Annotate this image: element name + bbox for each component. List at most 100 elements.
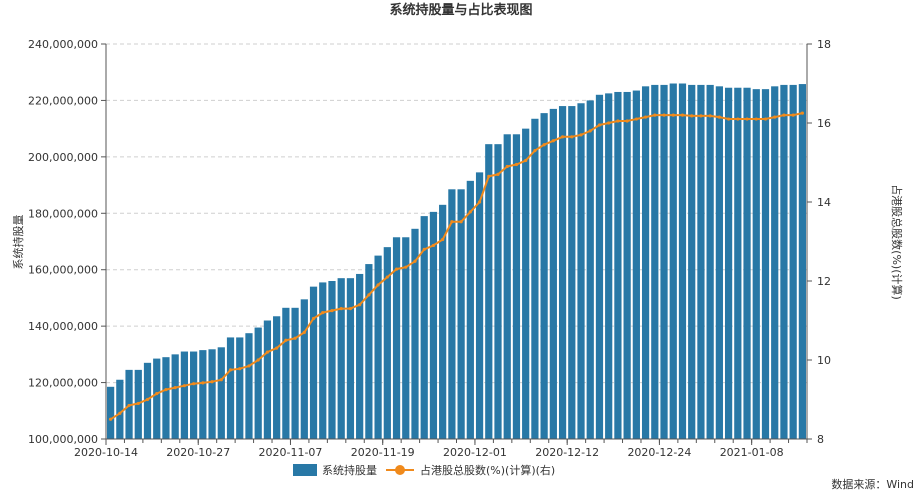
bar [734, 87, 742, 439]
bar [190, 351, 198, 439]
bar [392, 237, 401, 439]
line-point [431, 243, 436, 248]
line-point [763, 117, 768, 121]
line-point [404, 265, 408, 269]
bar [651, 84, 659, 440]
bar [669, 83, 677, 439]
line-point [219, 378, 223, 382]
bar [429, 211, 438, 439]
line-point [302, 330, 306, 334]
line-point [109, 417, 113, 421]
line-point [459, 220, 463, 224]
line-point [477, 200, 482, 204]
bar [448, 189, 456, 439]
line-point [699, 114, 703, 118]
bar [761, 89, 770, 440]
bar [558, 106, 567, 440]
bar [494, 144, 502, 440]
line-point [643, 115, 648, 119]
left-tick-label: 160,000,000 [28, 264, 98, 277]
bar [457, 189, 465, 439]
x-tick-label: 2020-12-24 [627, 446, 691, 459]
x-tick-label: 2021-01-08 [720, 446, 784, 459]
bar [319, 282, 327, 439]
bar [577, 103, 585, 439]
bar [798, 84, 806, 440]
bar [540, 113, 548, 439]
left-tick-label: 120,000,000 [28, 377, 98, 390]
left-tick-label: 140,000,000 [28, 320, 98, 333]
bar [107, 386, 115, 439]
line-point [662, 113, 666, 117]
bar [356, 273, 364, 439]
line-point [671, 113, 675, 117]
line-point [533, 149, 537, 153]
line-point [773, 115, 777, 119]
line-point [394, 267, 399, 271]
legend-label-line: 占港股总股数(%)(计算)(右) [420, 463, 555, 477]
bar [688, 84, 696, 440]
legend-marker-line [395, 465, 405, 475]
bar [439, 204, 447, 439]
line-point [791, 113, 795, 117]
line-point [487, 174, 491, 178]
right-tick-label: 18 [817, 38, 831, 51]
line-point [127, 403, 131, 408]
bar [171, 354, 179, 439]
bar [715, 86, 723, 440]
legend: 系统持股量 占港股总股数(%)(计算)(右) [293, 463, 555, 477]
line-point [680, 113, 685, 117]
line-point [450, 220, 454, 224]
bar [752, 89, 760, 440]
bar [678, 83, 687, 439]
bar [641, 86, 650, 440]
line-point [514, 162, 519, 167]
bar [263, 320, 272, 439]
line-layer [109, 111, 804, 421]
line-point [588, 129, 592, 133]
right-axis-title: 占港股总股数(%)(计算) [890, 184, 904, 300]
bar [531, 118, 539, 440]
line-point [145, 397, 150, 402]
left-tick-label: 200,000,000 [28, 151, 98, 164]
line-point [524, 158, 528, 163]
x-tick-label: 2020-12-12 [535, 446, 599, 459]
line-point [321, 311, 325, 315]
bar [254, 327, 262, 439]
right-tick-label: 12 [817, 275, 831, 288]
bar [485, 144, 493, 440]
bar [116, 379, 124, 439]
left-tick-label: 220,000,000 [28, 94, 98, 107]
bar [374, 255, 382, 439]
bar [180, 351, 189, 439]
x-tick-label: 2020-12-01 [443, 446, 507, 459]
line-point [708, 114, 712, 118]
line-point [275, 346, 279, 350]
line-point [330, 309, 334, 313]
right-tick-label: 8 [817, 433, 824, 446]
line-point [717, 115, 721, 119]
line-point [597, 123, 602, 127]
line-point [348, 307, 353, 311]
line-point [385, 275, 389, 279]
left-tick-label: 240,000,000 [28, 38, 98, 51]
line-point [173, 386, 177, 390]
line-point [192, 382, 196, 386]
line-point [560, 135, 565, 139]
line-point [164, 388, 168, 392]
legend-swatch-bars [293, 464, 317, 476]
line-point [238, 367, 242, 371]
line-point [625, 119, 629, 123]
line-point [634, 117, 638, 121]
line-point [201, 381, 205, 385]
bar [780, 84, 788, 440]
line-point [579, 133, 583, 137]
axes-layer: 100,000,000 120,000,000 140,000,000 160,000… [28, 38, 831, 459]
line-point [745, 117, 749, 121]
bar [605, 93, 613, 439]
bar [623, 91, 631, 439]
bar [789, 84, 797, 440]
x-tick-label: 2020-10-27 [166, 446, 230, 459]
x-tick-label: 2020-10-14 [74, 446, 138, 459]
bar [632, 90, 640, 439]
